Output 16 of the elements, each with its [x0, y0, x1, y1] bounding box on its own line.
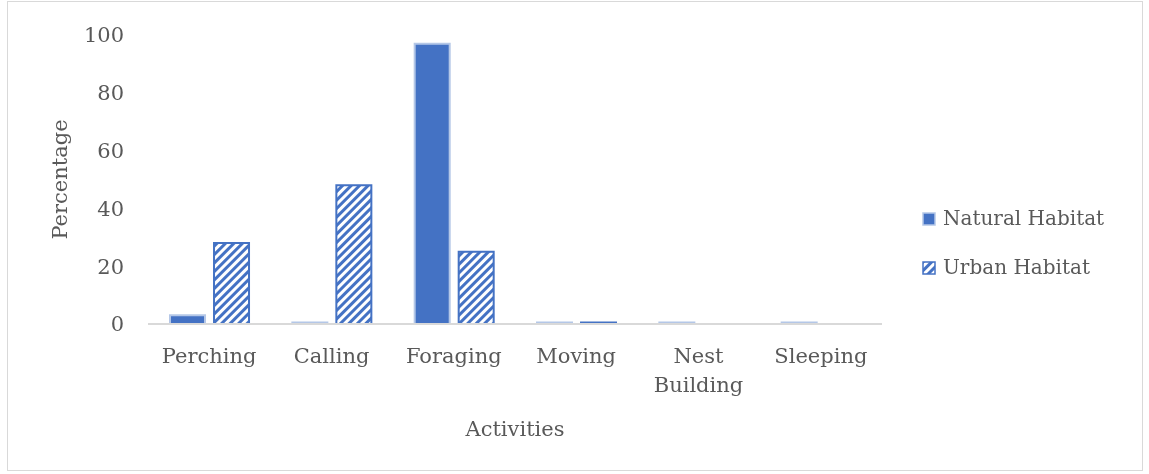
x-tick-label: Nest Building — [653, 343, 744, 398]
x-tick-label: Foraging — [405, 343, 502, 368]
legend-label: Natural Habitat — [943, 205, 1105, 232]
x-tick-label: Moving — [536, 343, 617, 368]
y-tick-label: 100 — [83, 23, 124, 48]
y-tick-label: 60 — [97, 139, 124, 164]
x-tick-label: Calling — [293, 343, 370, 368]
y-tick-label: 0 — [110, 312, 124, 337]
y-tick-label: 40 — [97, 196, 124, 221]
x-tick-label: Sleeping — [774, 343, 868, 368]
y-axis-title: Percentage — [48, 119, 73, 240]
y-tick-label: 80 — [97, 81, 124, 106]
x-axis-title: Activities — [464, 417, 565, 441]
x-tick-label: Perching — [161, 343, 257, 368]
y-tick-label: 20 — [97, 254, 124, 279]
legend-label: Urban Habitat — [943, 254, 1090, 281]
